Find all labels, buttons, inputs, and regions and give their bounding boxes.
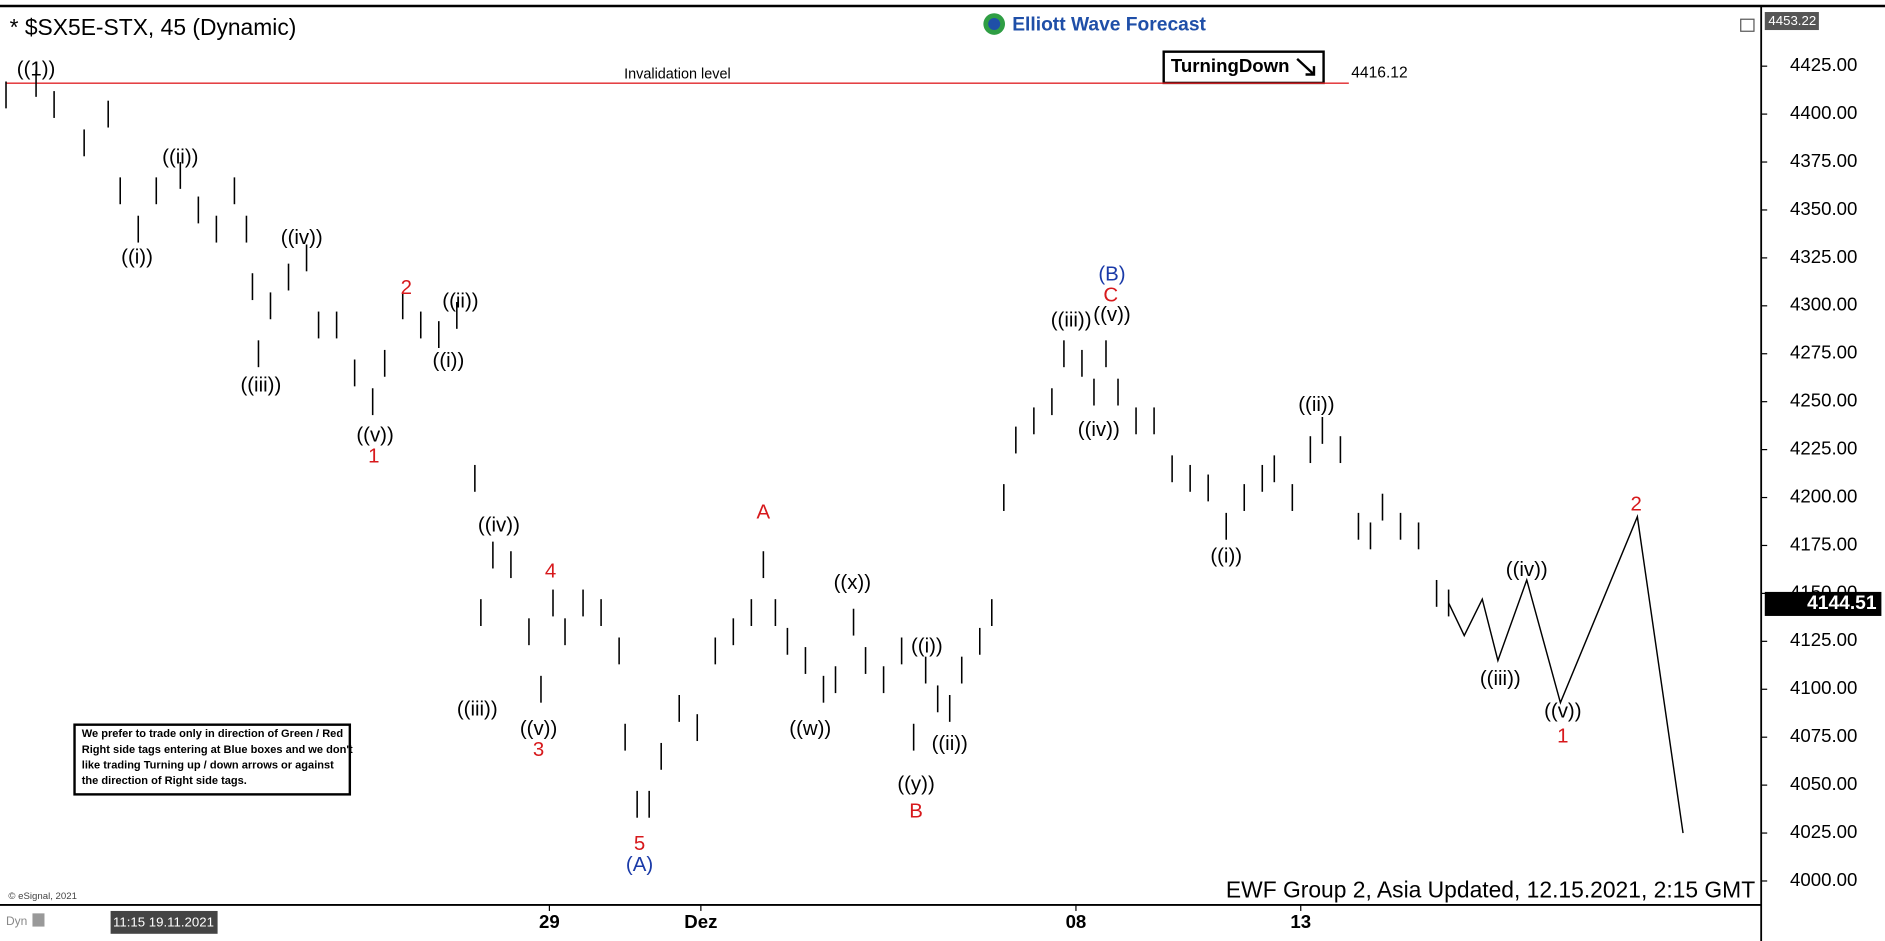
note-box	[73, 723, 352, 796]
wave-label: 2	[401, 277, 412, 299]
y-tick-label: 4025.00	[1790, 821, 1857, 842]
x-tick-label: 29	[539, 911, 560, 932]
signal-text: TurningDown	[1171, 55, 1290, 76]
chart-title: * $SX5E-STX, 45 (Dynamic)	[10, 14, 297, 40]
y-tick-label: 4050.00	[1790, 773, 1857, 794]
wave-label: ((iii))	[1480, 668, 1521, 690]
dyn-icon	[32, 913, 45, 927]
footer: EWF Group 2, Asia Updated, 12.15.2021, 2…	[1226, 877, 1755, 903]
y-tick-label: 4175.00	[1790, 533, 1857, 554]
y-tick-label: 4400.00	[1790, 102, 1857, 123]
last-price: 4144.51	[1807, 593, 1877, 614]
wave-label: (A)	[626, 854, 653, 876]
y-tick-label: 4075.00	[1790, 725, 1857, 746]
signal-arrow	[1296, 58, 1316, 76]
wave-label: ((v))	[1093, 304, 1130, 326]
y-tick-label: 4200.00	[1790, 485, 1857, 506]
wave-label: ((ii))	[932, 733, 968, 755]
wave-label: 1	[368, 446, 379, 468]
note-line: We prefer to trade only in direction of …	[82, 728, 344, 740]
invalidation-label: Invalidation level	[624, 67, 731, 83]
wave-label: ((y))	[897, 774, 934, 796]
y-tick-label: 4425.00	[1790, 54, 1857, 75]
dyn-label: Dyn	[6, 914, 27, 928]
y-tick-label: 4100.00	[1790, 677, 1857, 698]
wave-label: ((v))	[520, 718, 557, 740]
y-tick-label: 4300.00	[1790, 294, 1857, 315]
invalidation-value: 4416.12	[1351, 65, 1407, 82]
wave-label: A	[757, 501, 771, 523]
wave-label: ((iv))	[478, 515, 520, 537]
wave-label: ((iii))	[1051, 310, 1092, 332]
wave-label: ((iv))	[1078, 419, 1120, 441]
x-tick-label: Dez	[684, 911, 717, 932]
wave-label: ((x))	[834, 572, 871, 594]
wave-label: ((w))	[789, 718, 831, 740]
y-tick-label: 4125.00	[1790, 629, 1857, 650]
wave-label: ((ii))	[162, 147, 198, 169]
copyright: © eSignal, 2021	[8, 891, 77, 902]
wave-label: ((v))	[356, 425, 393, 447]
projection-line	[1447, 514, 1684, 834]
wave-label: C	[1103, 285, 1118, 307]
y-tick-label: 4000.00	[1790, 869, 1857, 890]
x-tick-label: 13	[1290, 911, 1311, 932]
x-tick-label: 08	[1066, 911, 1087, 932]
y-tick-label: 4375.00	[1790, 150, 1857, 171]
wave-label: ((iv))	[281, 227, 323, 249]
wave-label: ((1))	[17, 58, 56, 80]
wave-label: ((v))	[1544, 701, 1581, 723]
wave-label: ((iii))	[240, 375, 281, 397]
y-tick-label: 4250.00	[1790, 390, 1857, 411]
logo-text: Elliott Wave Forecast	[1012, 14, 1206, 35]
wave-label: ((i))	[1210, 545, 1242, 567]
note-line: like trading Turning up / down arrows or…	[82, 759, 334, 771]
note-line: the direction of Right side tags.	[82, 775, 247, 787]
wave-label: 1	[1557, 726, 1568, 748]
wave-label: ((i))	[433, 350, 465, 372]
wave-label: 4	[545, 561, 556, 583]
wave-label: (B)	[1098, 264, 1125, 286]
cursor-time-box	[110, 910, 218, 934]
y-tick-label: 4225.00	[1790, 438, 1857, 459]
wave-label: B	[909, 800, 923, 822]
y-tick-label: 4275.00	[1790, 342, 1857, 363]
wave-label: 2	[1630, 494, 1641, 516]
wave-label: ((i))	[911, 635, 943, 657]
wave-label: ((iv))	[1506, 559, 1548, 581]
signal-box	[1162, 50, 1325, 85]
wave-label: 3	[533, 739, 544, 761]
wave-label: ((ii))	[1298, 394, 1334, 416]
top-price-box	[1764, 12, 1819, 31]
wave-label: ((i))	[121, 246, 153, 268]
wave-label: 5	[634, 833, 645, 855]
logo: Elliott Wave Forecast	[983, 13, 1207, 35]
y-tick-label: 4325.00	[1790, 246, 1857, 267]
wave-label: ((iii))	[457, 699, 498, 721]
note-line: Right side tags entering at Blue boxes a…	[82, 744, 353, 756]
top-price: 4453.22	[1768, 13, 1816, 28]
y-tick-label: 4350.00	[1790, 198, 1857, 219]
window-icon	[1740, 18, 1755, 32]
last-price-box	[1764, 591, 1882, 616]
wave-label: ((ii))	[442, 290, 478, 312]
cursor-time: 11:15 19.11.2021	[113, 914, 214, 929]
logo-icon-inner	[988, 18, 1001, 31]
